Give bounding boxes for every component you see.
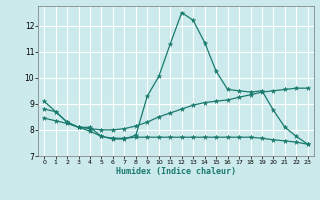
- X-axis label: Humidex (Indice chaleur): Humidex (Indice chaleur): [116, 167, 236, 176]
